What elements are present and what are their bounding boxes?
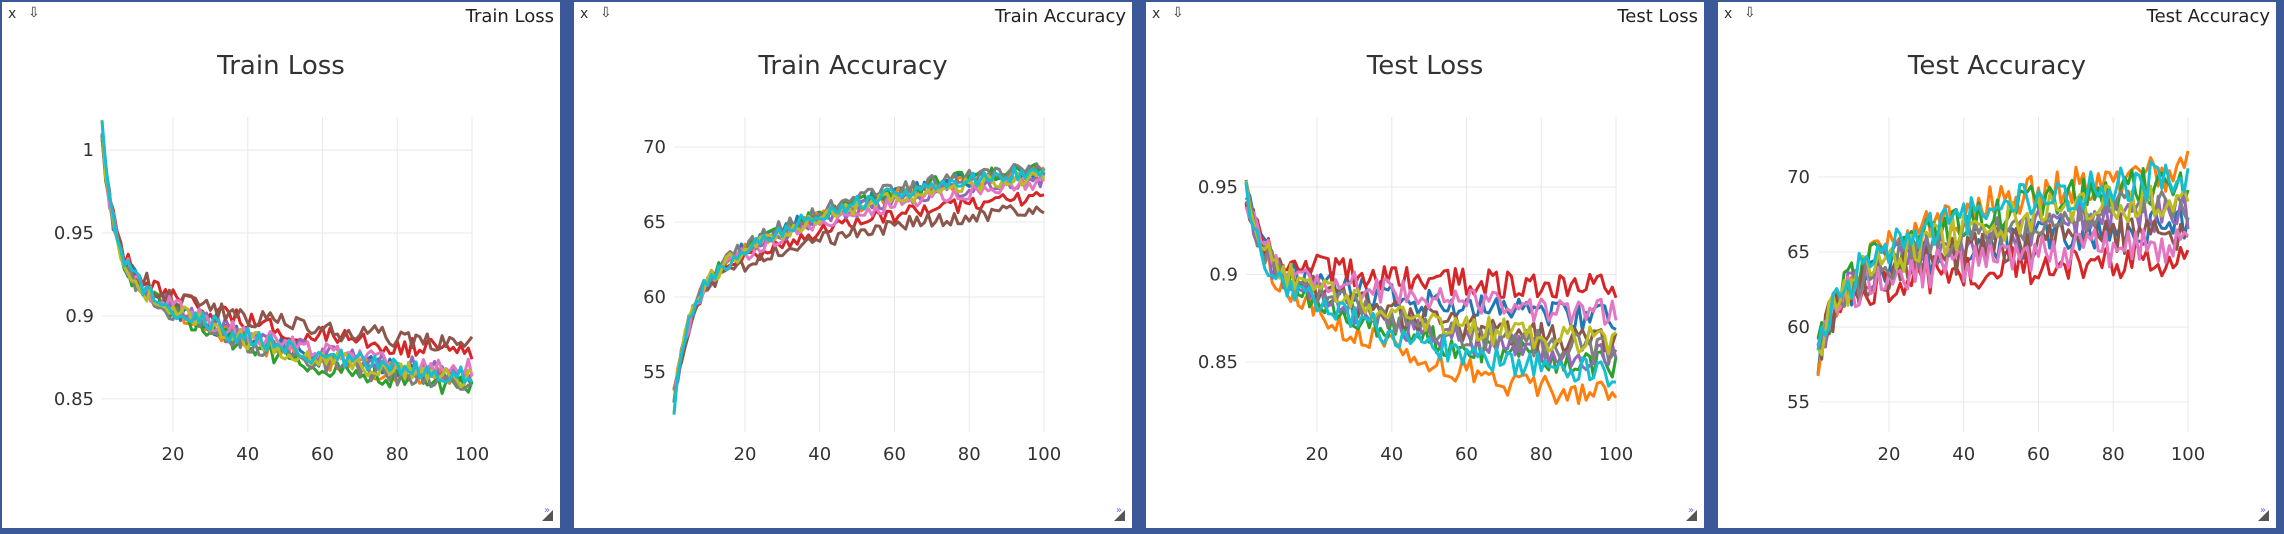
x-tick-label: 100 <box>455 444 489 465</box>
y-tick-label: 70 <box>643 137 666 158</box>
expand-icon[interactable]: » <box>543 505 550 516</box>
x-tick-label: 100 <box>1027 444 1061 465</box>
x-tick-label: 80 <box>1530 444 1553 465</box>
y-tick-label: 65 <box>643 212 666 233</box>
series-line <box>100 119 473 389</box>
series-line <box>1244 182 1617 388</box>
train-loss-chart: Train Loss 20 40 60 80 100 0.85 0.9 0.95 1 <box>54 51 489 465</box>
x-tick-label: 20 <box>162 444 185 465</box>
x-tick-label: 40 <box>808 444 831 465</box>
x-tick-label: 80 <box>386 444 409 465</box>
expand-icon[interactable]: » <box>2259 505 2266 516</box>
series-line <box>1244 202 1618 299</box>
download-icon[interactable]: ⇩ <box>28 5 40 21</box>
series-line <box>1816 228 2190 346</box>
y-tick-label: 0.9 <box>65 306 94 327</box>
x-tick-label: 20 <box>1878 444 1901 465</box>
window-title: Train Loss <box>465 6 554 27</box>
resize-handle-icon[interactable] <box>540 508 554 522</box>
series-line <box>100 135 474 360</box>
pane-test-loss: x ⇩ Test Loss Test Loss 20 40 60 80 100 0.85 0.… <box>1146 2 1704 528</box>
series-line <box>100 137 474 352</box>
window-title: Test Accuracy <box>2146 6 2270 27</box>
train-accuracy-chart: Train Accuracy 20 40 60 80 100 55 60 65 70 <box>643 51 1061 465</box>
download-icon[interactable]: ⇩ <box>1172 5 1184 21</box>
pane-topbar: x ⇩ Train Loss <box>2 2 560 30</box>
close-icon[interactable]: x <box>8 6 17 22</box>
pane-train-accuracy: x ⇩ Train Accuracy Train Accuracy 20 40 60 8… <box>574 2 1132 528</box>
x-tick-label: 80 <box>2102 444 2125 465</box>
series-line <box>100 120 474 384</box>
resize-handle-icon[interactable] <box>1112 508 1126 522</box>
pane-train-loss: x ⇩ Train Loss Train Loss 20 40 60 80 100 0.85… <box>2 2 560 528</box>
y-tick-label: 60 <box>1787 317 1810 338</box>
close-icon[interactable]: x <box>1152 6 1161 22</box>
x-tick-label: 40 <box>1952 444 1975 465</box>
window-title: Train Accuracy <box>994 6 1126 27</box>
download-icon[interactable]: ⇩ <box>600 5 612 21</box>
y-tick-label: 55 <box>1787 392 1810 413</box>
series-line <box>1816 160 2190 351</box>
x-tick-label: 20 <box>1306 444 1329 465</box>
x-tick-label: 80 <box>958 444 981 465</box>
y-tick-label: 0.9 <box>1209 265 1238 286</box>
series-line <box>1244 206 1618 326</box>
test-accuracy-chart: Test Accuracy 20 40 60 80 100 55 60 65 70 <box>1787 51 2205 465</box>
series-line <box>1816 150 2190 377</box>
x-tick-label: 60 <box>883 444 906 465</box>
series-line <box>1816 184 2190 357</box>
pane-topbar: x ⇩ Test Loss <box>1146 2 1704 30</box>
y-tick-label: 55 <box>643 362 666 383</box>
pane-topbar: x ⇩ Train Accuracy <box>574 2 1132 30</box>
close-icon[interactable]: x <box>1724 6 1733 22</box>
chart-title: Test Accuracy <box>1907 51 2086 81</box>
pane-test-accuracy: x ⇩ Test Accuracy Test Accuracy 20 40 60 80 1… <box>1718 2 2276 528</box>
x-tick-label: 100 <box>1599 444 1633 465</box>
series-line <box>1244 180 1617 356</box>
pane-topbar: x ⇩ Test Accuracy <box>1718 2 2276 30</box>
y-tick-label: 1 <box>83 140 94 161</box>
download-icon[interactable]: ⇩ <box>1744 5 1756 21</box>
y-tick-label: 60 <box>643 287 666 308</box>
chart-title: Train Loss <box>216 51 345 81</box>
chart-title: Test Loss <box>1366 51 1484 81</box>
y-tick-label: 70 <box>1787 167 1810 188</box>
x-tick-label: 40 <box>1380 444 1403 465</box>
series-line <box>672 204 1045 390</box>
y-tick-label: 0.85 <box>1198 352 1238 373</box>
expand-icon[interactable]: » <box>1687 505 1694 516</box>
x-tick-label: 60 <box>311 444 334 465</box>
x-tick-label: 40 <box>236 444 259 465</box>
x-tick-label: 60 <box>2027 444 2050 465</box>
x-tick-label: 60 <box>1455 444 1478 465</box>
x-tick-label: 20 <box>734 444 757 465</box>
test-loss-chart: Test Loss 20 40 60 80 100 0.85 0.9 0.95 <box>1198 51 1633 465</box>
resize-handle-icon[interactable] <box>1684 508 1698 522</box>
close-icon[interactable]: x <box>580 6 589 22</box>
series-line <box>672 165 1046 415</box>
y-tick-label: 65 <box>1787 242 1810 263</box>
y-tick-label: 0.85 <box>54 389 94 410</box>
y-tick-label: 0.95 <box>54 223 94 244</box>
resize-handle-icon[interactable] <box>2256 508 2270 522</box>
x-tick-label: 100 <box>2171 444 2205 465</box>
expand-icon[interactable]: » <box>1115 505 1122 516</box>
series-line <box>100 137 474 377</box>
chart-title: Train Accuracy <box>757 51 947 81</box>
window-title: Test Loss <box>1617 6 1698 27</box>
series-line <box>672 190 1045 389</box>
series-line <box>672 162 1046 392</box>
y-tick-label: 0.95 <box>1198 177 1238 198</box>
